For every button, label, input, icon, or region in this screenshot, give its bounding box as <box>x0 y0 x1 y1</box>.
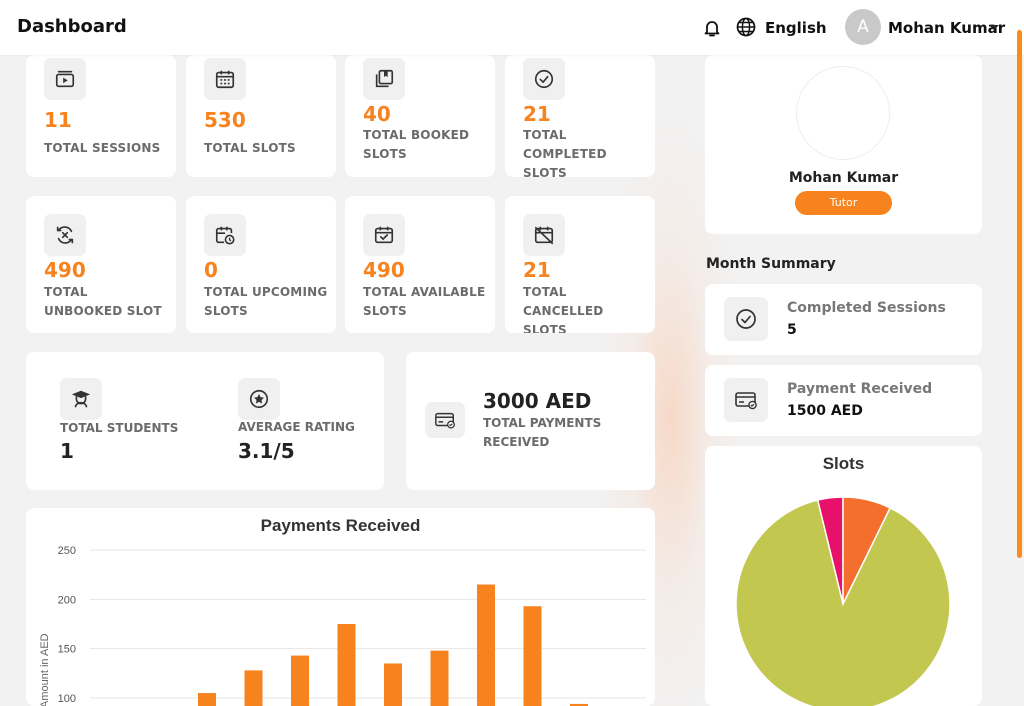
profile-photo <box>797 67 889 159</box>
rating-value: 3.1/5 <box>238 439 295 463</box>
play-session-icon <box>44 58 86 100</box>
stat-card-total-completed-slots: 21 TOTAL COMPLETED SLOTS <box>505 55 655 177</box>
bar <box>477 584 495 706</box>
students-label: TOTAL STUDENTS <box>60 421 179 435</box>
stat-label: TOTAL AVAILABLE SLOTS <box>363 285 486 318</box>
calendar-clock-icon <box>204 214 246 256</box>
bar <box>291 655 309 706</box>
slots-pie-chart <box>735 496 951 706</box>
payments-label: TOTAL PAYMENTS RECEIVED <box>483 416 602 449</box>
booked-stack-icon <box>363 58 405 100</box>
total-payments-card: 3000 AED TOTAL PAYMENTS RECEIVED <box>406 352 655 490</box>
payments-amount: 3000 AED <box>483 389 592 413</box>
payments-chart-card: Payments Received 100 150 200 250 Amount in … <box>26 508 655 706</box>
bar <box>523 606 542 706</box>
students-rating-card: TOTAL STUDENTS 1 AVERAGE RATING 3.1/5 <box>26 352 384 490</box>
bar <box>337 624 356 706</box>
payment-received-value: 1500 AED <box>787 403 863 419</box>
cycle-x-icon <box>44 214 86 256</box>
y-tick-label: 100 <box>58 693 76 705</box>
calendar-cancel-icon <box>523 214 565 256</box>
stat-value: 11 <box>44 108 72 132</box>
stat-label: TOTAL SESSIONS <box>44 141 161 155</box>
bar <box>430 650 449 706</box>
month-summary-title: Month Summary <box>706 256 836 272</box>
chevron-down-icon[interactable] <box>989 25 999 30</box>
bar <box>384 663 402 706</box>
students-value: 1 <box>60 439 74 463</box>
stat-label: TOTAL UPCOMING SLOTS <box>204 285 328 318</box>
stat-label: TOTAL BOOKED SLOTS <box>363 128 470 161</box>
stat-value: 530 <box>204 108 246 132</box>
y-tick-label: 200 <box>58 594 76 606</box>
rating-label: AVERAGE RATING <box>238 420 355 434</box>
pie-slice <box>735 499 951 706</box>
y-tick-label: 150 <box>58 644 76 656</box>
stat-label: TOTAL COMPLETED SLOTS <box>523 128 607 177</box>
role-badge: Tutor <box>795 191 892 215</box>
completed-sessions-card: Completed Sessions 5 <box>705 284 982 355</box>
graduate-icon <box>60 378 102 420</box>
stat-value: 0 <box>204 258 218 282</box>
stat-value: 490 <box>363 258 405 282</box>
y-tick-label: 250 <box>58 545 76 557</box>
stat-label: TOTAL SLOTS <box>204 141 296 155</box>
star-circle-icon <box>238 378 280 420</box>
stat-value: 21 <box>523 102 551 126</box>
payment-received-card: Payment Received 1500 AED <box>705 365 982 436</box>
stat-value: 21 <box>523 258 551 282</box>
stat-card-total-upcoming-slots: 0 TOTAL UPCOMING SLOTS <box>186 196 336 333</box>
stat-card-total-sessions: 11 TOTAL SESSIONS <box>26 55 176 177</box>
y-axis-label: Amount in AED <box>39 633 51 706</box>
bar <box>198 693 216 706</box>
stat-card-total-booked-slots: 40 TOTAL BOOKED SLOTS <box>345 55 495 177</box>
stat-card-total-unbooked-slot: 490 TOTAL UNBOOKED SLOT <box>26 196 176 333</box>
stat-value: 490 <box>44 258 86 282</box>
avatar[interactable]: A <box>845 9 881 45</box>
bar <box>244 670 263 706</box>
page-scrollbar[interactable] <box>1017 30 1022 558</box>
stat-card-total-available-slots: 490 TOTAL AVAILABLE SLOTS <box>345 196 495 333</box>
completed-sessions-value: 5 <box>787 322 797 338</box>
bar <box>570 703 588 706</box>
profile-name: Mohan Kumar <box>788 170 899 186</box>
stat-card-total-cancelled-slots: 21 TOTAL CANCELLED SLOTS <box>505 196 655 333</box>
chart-title: Slots <box>822 454 865 473</box>
page-title: Dashboard <box>17 16 127 37</box>
chart-title: Payments Received <box>260 516 421 535</box>
stat-label: TOTAL UNBOOKED SLOT <box>44 285 162 318</box>
payments-bar-chart: 100 150 200 250 Amount in AED <box>39 545 646 706</box>
completed-sessions-label: Completed Sessions <box>787 300 946 316</box>
top-bar: Dashboard English A Mohan Kumar <box>0 0 1024 55</box>
credit-card-icon <box>724 378 768 422</box>
slots-chart-card: Slots <box>705 446 982 706</box>
stat-card-total-slots: 530 TOTAL SLOTS <box>186 55 336 177</box>
language-selector[interactable]: English <box>765 19 827 37</box>
payment-received-label: Payment Received <box>787 381 933 397</box>
credit-card-icon <box>425 402 465 438</box>
calendar-check-icon <box>363 214 405 256</box>
user-menu-name[interactable]: Mohan Kumar <box>888 19 1006 37</box>
check-circle-icon <box>523 58 565 100</box>
check-circle-icon <box>724 297 768 341</box>
bell-icon[interactable] <box>703 18 721 38</box>
globe-icon[interactable] <box>736 17 756 37</box>
calendar-grid-icon <box>204 58 246 100</box>
stat-label: TOTAL CANCELLED SLOTS <box>523 285 604 333</box>
stat-value: 40 <box>363 102 391 126</box>
